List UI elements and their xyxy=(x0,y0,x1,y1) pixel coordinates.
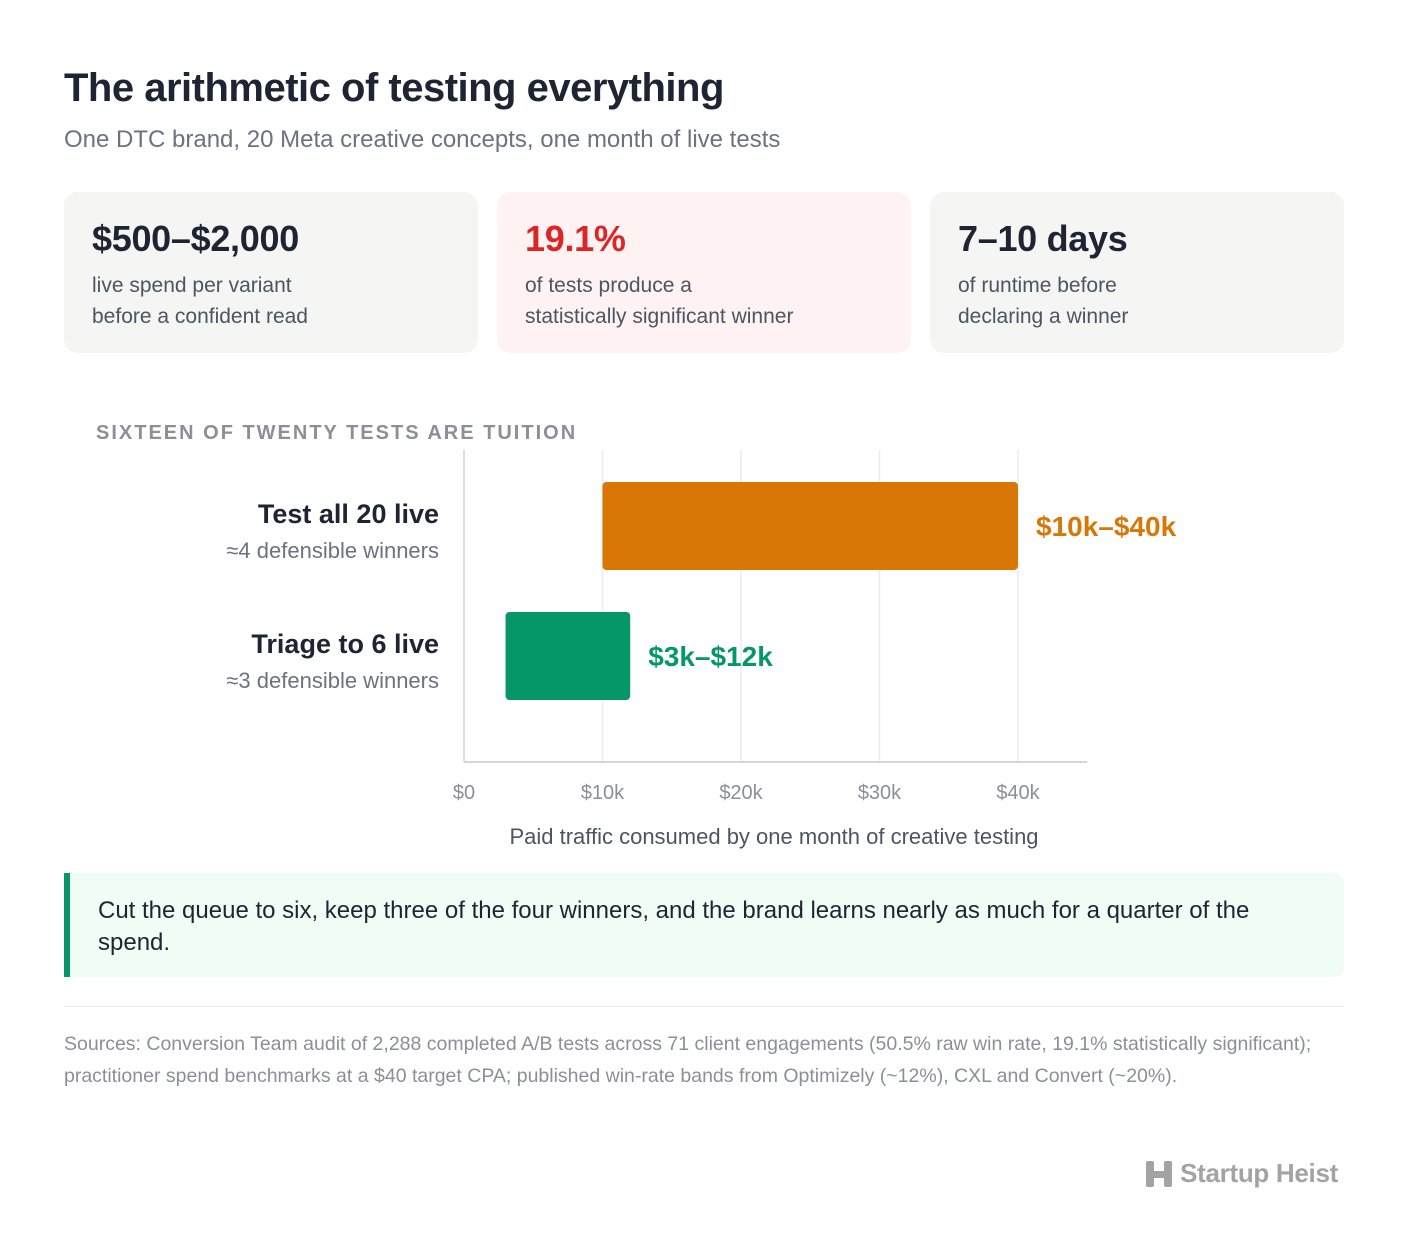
chart-heading: SIXTEEN OF TWENTY TESTS ARE TUITION xyxy=(96,422,578,444)
stat-description: of tests produce a statistically signifi… xyxy=(525,270,885,332)
bar-category-label: Test all 20 live xyxy=(258,499,439,529)
stat-card-spend: $500–$2,000 live spend per variant befor… xyxy=(64,192,478,353)
bar-category-sublabel: ≈4 defensible winners xyxy=(226,538,439,563)
range-bar-chart: $0 $10k $20k $30k $40k Paid traffic consumed … xyxy=(226,450,1177,849)
sources-note: Sources: Conversion Team audit of 2,288 … xyxy=(64,1033,1312,1087)
stat-cards: $500–$2,000 live spend per variant befor… xyxy=(64,192,1344,353)
callout-box: Cut the queue to six, keep three of the … xyxy=(64,873,1344,977)
range-bar xyxy=(602,482,1018,570)
divider xyxy=(64,1006,1344,1007)
stat-card-winrate: 19.1% of tests produce a statistically s… xyxy=(497,192,911,353)
stat-description-line: statistically significant winner xyxy=(525,305,794,328)
stat-card-runtime: 7–10 days of runtime before declaring a … xyxy=(930,192,1344,353)
bar-value-label: $3k–$12k xyxy=(648,641,773,672)
x-tick-label: $10k xyxy=(581,782,625,804)
x-tick-label: $0 xyxy=(453,782,475,804)
page-title: The arithmetic of testing everything xyxy=(64,66,724,110)
stat-value: 19.1% xyxy=(525,218,626,259)
stat-description-line: of tests produce a xyxy=(525,274,692,297)
bar-category-label: Triage to 6 live xyxy=(251,629,439,659)
stat-description-line: declaring a winner xyxy=(958,305,1129,328)
stat-value: $500–$2,000 xyxy=(92,218,299,259)
stat-description-line: before a confident read xyxy=(92,305,308,328)
stat-description-line: of runtime before xyxy=(958,274,1117,297)
bar-value-label: $10k–$40k xyxy=(1036,511,1177,542)
bar-category-sublabel: ≈3 defensible winners xyxy=(226,668,439,693)
x-axis-title: Paid traffic consumed by one month of cr… xyxy=(509,824,1038,849)
brand-logo: Startup Heist xyxy=(1146,1158,1338,1189)
page-subtitle: One DTC brand, 20 Meta creative concepts… xyxy=(64,126,781,153)
x-tick-label: $30k xyxy=(858,782,902,804)
brand-name: Startup Heist xyxy=(1180,1158,1338,1188)
x-tick-label: $20k xyxy=(719,782,763,804)
x-tick-label: $40k xyxy=(996,782,1040,804)
stat-value: 7–10 days xyxy=(958,218,1128,259)
h-logo-icon xyxy=(1146,1160,1173,1187)
stat-description: of runtime before declaring a winner xyxy=(958,270,1318,332)
stat-description-line: live spend per variant xyxy=(92,274,292,297)
stat-description: live spend per variant before a confiden… xyxy=(92,270,452,332)
range-bar xyxy=(505,612,631,700)
